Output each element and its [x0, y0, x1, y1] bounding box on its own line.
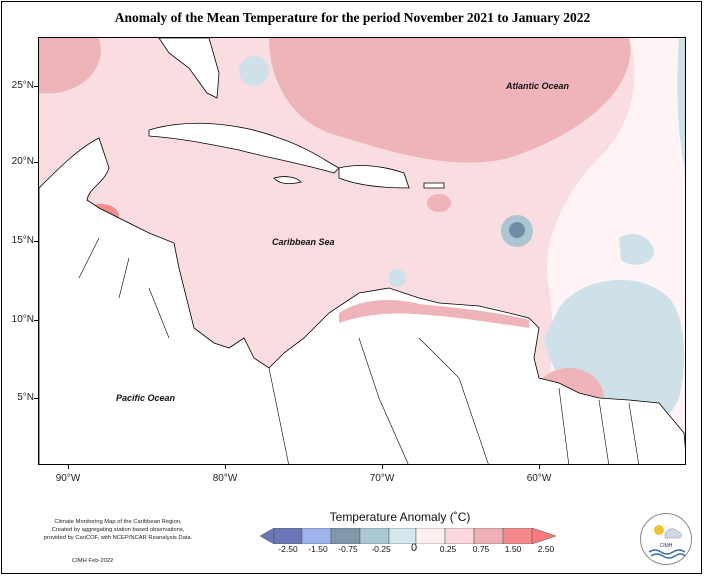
legend-tick-label: 0.75 [472, 544, 490, 554]
land-cuba [148, 122, 340, 174]
land-hispaniola [338, 165, 410, 189]
lat-label-20n: 20°N [11, 156, 34, 167]
lon-label-90w: 90°W [55, 473, 81, 484]
legend-tick-label: -0.75 [338, 544, 358, 554]
legend-swatch [359, 528, 390, 544]
lon-label-70w: 70°W [369, 473, 395, 484]
legend-tick-label: 1.50 [504, 544, 522, 554]
legend-swatch [502, 528, 533, 544]
sun-icon [654, 525, 664, 535]
legend-swatch [330, 528, 361, 544]
lon-tick [539, 465, 540, 469]
lon-tick [68, 465, 69, 469]
anomaly-warm-north [269, 38, 631, 163]
anomaly-warm-spot [427, 194, 451, 212]
cloud-icon [664, 528, 682, 539]
color-legend-bar [260, 528, 557, 544]
lat-tick [34, 320, 38, 321]
logo-text: CIMH [659, 543, 673, 549]
country-borders [78, 237, 639, 464]
anomaly-cool-bahamas [239, 56, 269, 86]
atlantic-ocean-label: Atlantic Ocean [506, 81, 570, 91]
cimh-logo: CIMH [640, 513, 692, 565]
anomaly-cool-patch [619, 233, 654, 265]
legend-swatch [273, 528, 303, 544]
anomaly-cool-small [388, 269, 406, 287]
legend-tick-label: -1.50 [308, 544, 328, 554]
footnote-line: Created by aggregating station based obs… [51, 527, 185, 533]
legend-tick-label: -0.25 [371, 544, 391, 554]
land-florida [158, 38, 220, 99]
legend-title: Temperature Anomaly (˚C) [329, 510, 471, 524]
legend-swatch [444, 528, 475, 544]
legend-swatch [473, 528, 504, 544]
lat-tick [34, 162, 38, 163]
legend-tick-label: 0 [410, 542, 418, 554]
legend-tick-label: 0.25 [439, 544, 457, 554]
lon-tick [382, 465, 383, 469]
temperature-anomaly-map [38, 37, 686, 465]
footnote-line: provided by CariCOF, with NCEP/NCAR Rean… [43, 535, 193, 541]
lat-tick [34, 86, 38, 87]
pacific-ocean-label: Pacific Ocean [116, 393, 176, 403]
map-footnote: Climate Monitoring Map of the Caribbean … [18, 518, 218, 542]
land-mainland [39, 137, 685, 464]
map-canvas [39, 38, 685, 464]
lon-tick [225, 465, 226, 469]
land-jamaica [273, 176, 302, 185]
legend-swatch [531, 528, 557, 544]
lat-tick [34, 241, 38, 242]
lat-label-15n: 15°N [11, 235, 34, 246]
caribbean-sea-label: Caribbean Sea [272, 237, 335, 247]
wave-icon [648, 549, 686, 555]
footnote-line: Climate Monitoring Map of the Caribbean … [54, 519, 182, 525]
legend-tick-label: -2.50 [278, 544, 298, 554]
anomaly-cold-core [509, 222, 525, 238]
lon-label-60w: 60°W [526, 473, 552, 484]
lat-label-25n: 25°N [11, 80, 34, 91]
map-title: Anomaly of the Mean Temperature for the … [114, 10, 591, 25]
anomaly-cool-northeast [677, 38, 685, 170]
legend-swatch [260, 528, 275, 544]
lat-label-10n: 10°N [11, 314, 34, 325]
lon-label-80w: 80°W [212, 473, 238, 484]
logo-graphic [648, 525, 686, 559]
anomaly-warm-coast [339, 299, 529, 328]
legend-swatch [415, 528, 446, 544]
land-puerto-rico [423, 182, 445, 189]
anomaly-warm-northwest [39, 38, 101, 94]
lat-tick [34, 398, 38, 399]
lat-label-5n: 5°N [17, 392, 34, 403]
map-credit: CIMH Feb-2022 [72, 558, 114, 564]
wave-icon [650, 553, 686, 559]
legend-swatch [301, 528, 332, 544]
legend-tick-label: 2.50 [537, 544, 555, 554]
